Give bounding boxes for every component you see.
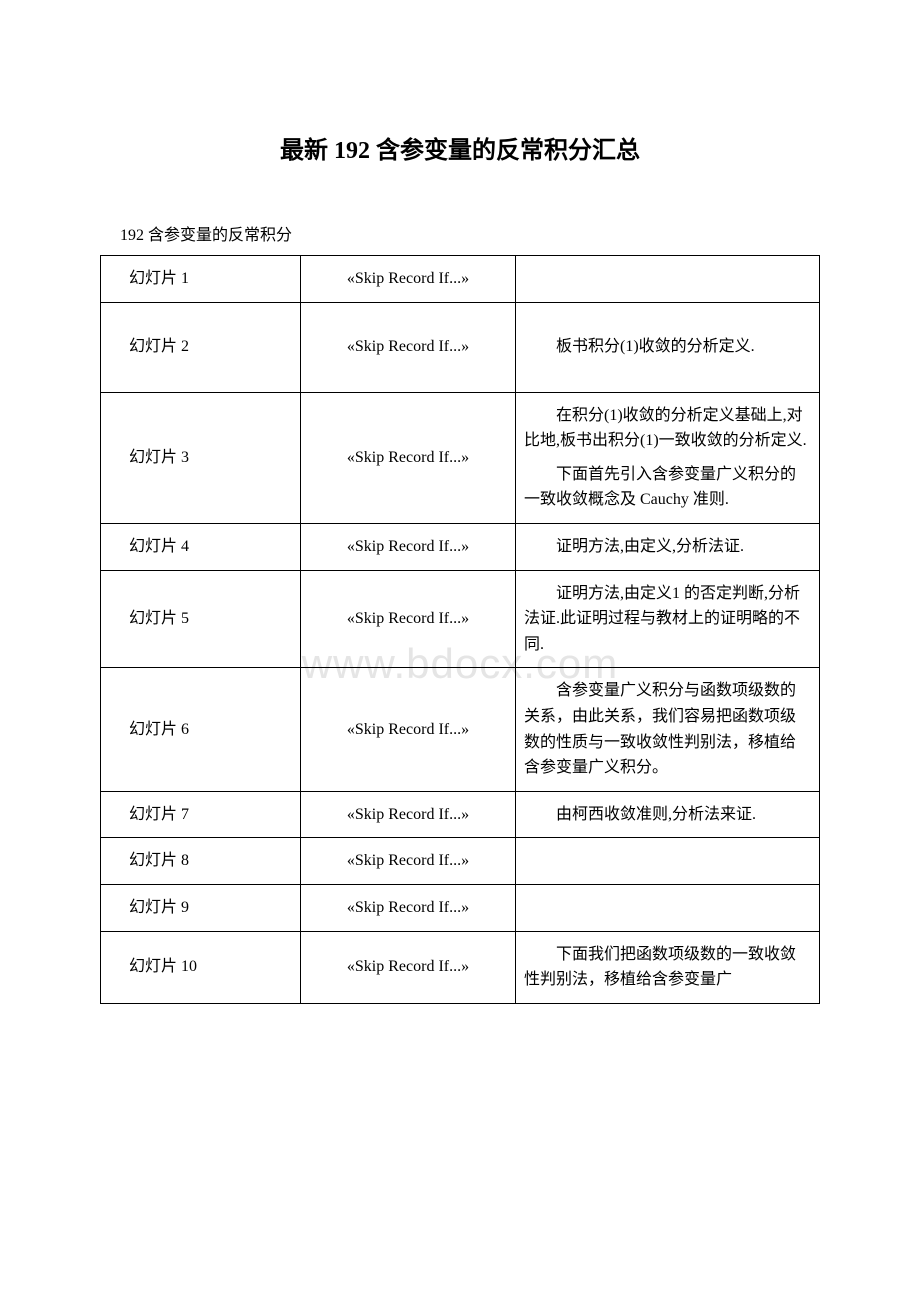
skip-record: «Skip Record If...»	[301, 838, 516, 885]
skip-record: «Skip Record If...»	[301, 884, 516, 931]
table-row: 幻灯片 2 «Skip Record If...» 板书积分(1)收敛的分析定义…	[101, 302, 820, 392]
page-title: 最新 192 含参变量的反常积分汇总	[100, 130, 820, 165]
slide-note	[516, 256, 820, 303]
skip-record: «Skip Record If...»	[301, 392, 516, 523]
table-row: 幻灯片 3 «Skip Record If...» 在积分(1)收敛的分析定义基…	[101, 392, 820, 523]
note-paragraph: 在积分(1)收敛的分析定义基础上,对比地,板书出积分(1)一致收敛的分析定义.	[524, 403, 811, 454]
skip-record: «Skip Record If...»	[301, 523, 516, 570]
slide-label: 幻灯片 5	[101, 570, 301, 668]
table-row: 幻灯片 4 «Skip Record If...» 证明方法,由定义,分析法证.	[101, 523, 820, 570]
skip-record: «Skip Record If...»	[301, 256, 516, 303]
slide-label: 幻灯片 1	[101, 256, 301, 303]
table-row: 幻灯片 1 «Skip Record If...»	[101, 256, 820, 303]
skip-record: «Skip Record If...»	[301, 302, 516, 392]
slide-note: 在积分(1)收敛的分析定义基础上,对比地,板书出积分(1)一致收敛的分析定义. …	[516, 392, 820, 523]
skip-record: «Skip Record If...»	[301, 931, 516, 1003]
slide-label: 幻灯片 3	[101, 392, 301, 523]
slide-note: 由柯西收敛准则,分析法来证.	[516, 791, 820, 838]
table-row: 幻灯片 9 «Skip Record If...»	[101, 884, 820, 931]
slide-label: 幻灯片 2	[101, 302, 301, 392]
table-row: 幻灯片 6 «Skip Record If...» 含参变量广义积分与函数项级数…	[101, 668, 820, 791]
slide-label: 幻灯片 9	[101, 884, 301, 931]
page-subtitle: 192 含参变量的反常积分	[120, 221, 820, 245]
table-row: 幻灯片 10 «Skip Record If...» 下面我们把函数项级数的一致…	[101, 931, 820, 1003]
table-row: 幻灯片 7 «Skip Record If...» 由柯西收敛准则,分析法来证.	[101, 791, 820, 838]
slide-note: 证明方法,由定义,分析法证.	[516, 523, 820, 570]
skip-record: «Skip Record If...»	[301, 570, 516, 668]
table-row: 幻灯片 5 «Skip Record If...» 证明方法,由定义1 的否定判…	[101, 570, 820, 668]
slide-label: 幻灯片 6	[101, 668, 301, 791]
slide-label: 幻灯片 10	[101, 931, 301, 1003]
slide-note: 证明方法,由定义1 的否定判断,分析法证.此证明过程与教材上的证明略的不同.	[516, 570, 820, 668]
slide-note	[516, 884, 820, 931]
note-paragraph: 下面首先引入含参变量广义积分的一致收敛概念及 Cauchy 准则.	[524, 462, 811, 513]
slide-note: 下面我们把函数项级数的一致收敛性判别法，移植给含参变量广	[516, 931, 820, 1003]
table-row: 幻灯片 8 «Skip Record If...»	[101, 838, 820, 885]
slide-note	[516, 838, 820, 885]
slide-note: 含参变量广义积分与函数项级数的关系，由此关系，我们容易把函数项级数的性质与一致收…	[516, 668, 820, 791]
slide-label: 幻灯片 4	[101, 523, 301, 570]
skip-record: «Skip Record If...»	[301, 668, 516, 791]
skip-record: «Skip Record If...»	[301, 791, 516, 838]
slide-label: 幻灯片 8	[101, 838, 301, 885]
slide-label: 幻灯片 7	[101, 791, 301, 838]
slide-note: 板书积分(1)收敛的分析定义.	[516, 302, 820, 392]
slides-table: 幻灯片 1 «Skip Record If...» 幻灯片 2 «Skip Re…	[100, 255, 820, 1004]
